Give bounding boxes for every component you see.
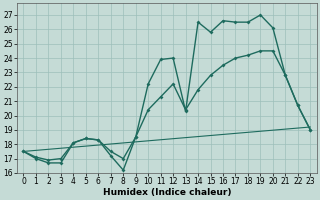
X-axis label: Humidex (Indice chaleur): Humidex (Indice chaleur) (103, 188, 231, 197)
